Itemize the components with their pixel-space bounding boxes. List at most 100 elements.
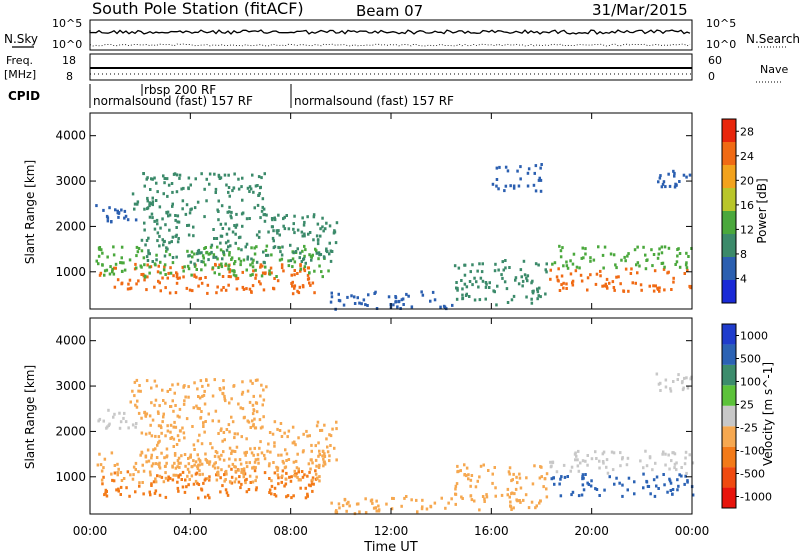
- range-gate-cell: [149, 265, 153, 269]
- colorbar-segment: [722, 119, 736, 142]
- range-gate-cell: [325, 221, 328, 225]
- range-gate-cell: [495, 166, 499, 170]
- range-gate-cell: [536, 288, 539, 292]
- range-gate-cell: [228, 457, 231, 461]
- range-gate-cell: [270, 271, 273, 275]
- range-gate-cell: [262, 398, 266, 402]
- range-gate-cell: [188, 470, 191, 474]
- cpid-program-rbsp: rbsp 200 RF: [144, 83, 216, 97]
- range-gate-cell: [345, 502, 349, 506]
- range-gate-cell: [150, 464, 154, 468]
- range-gate-cell: [249, 263, 252, 267]
- range-gate-cell: [135, 254, 138, 258]
- range-gate-cell: [229, 275, 232, 279]
- range-gate-cell: [220, 288, 223, 292]
- range-gate-cell: [158, 244, 161, 248]
- range-gate-cell: [239, 462, 243, 466]
- range-gate-cell: [150, 453, 153, 457]
- range-gate-cell: [146, 275, 149, 279]
- range-gate-cell: [598, 459, 601, 463]
- range-gate-cell: [323, 455, 327, 458]
- range-gate-cell: [233, 224, 236, 227]
- range-gate-cell: [241, 380, 244, 384]
- range-gate-cell: [175, 190, 179, 194]
- range-gate-cell: [164, 471, 167, 475]
- range-gate-cell: [581, 246, 584, 250]
- range-gate-cell: [584, 459, 587, 463]
- range-gate-cell: [504, 266, 507, 270]
- range-gate-cell: [243, 451, 246, 455]
- range-gate-cell: [635, 263, 638, 267]
- range-gate-cell: [468, 295, 471, 298]
- range-gate-cell: [372, 506, 376, 510]
- range-gate-cell: [244, 479, 247, 483]
- range-gate-cell: [268, 462, 271, 466]
- range-gate-cell: [120, 256, 123, 260]
- range-gate-cell: [128, 278, 132, 282]
- range-gate-cell: [266, 449, 269, 453]
- range-gate-cell: [676, 254, 679, 258]
- range-gate-cell: [478, 475, 481, 479]
- range-gate-cell: [227, 275, 231, 278]
- range-gate-cell: [329, 300, 333, 304]
- range-gate-cell: [299, 264, 302, 268]
- range-gate-cell: [318, 463, 321, 467]
- range-gate-cell: [562, 281, 565, 285]
- range-gate-cell: [534, 262, 538, 266]
- colorbar-tick-label: -25: [740, 422, 758, 435]
- range-gate-cell: [574, 458, 577, 462]
- range-gate-cell: [196, 467, 200, 471]
- range-gate-cell: [154, 480, 158, 484]
- range-gate-cell: [314, 458, 318, 462]
- range-gate-cell: [200, 442, 204, 446]
- range-gate-cell: [157, 435, 161, 439]
- range-gate-cell: [216, 257, 219, 261]
- range-gate-cell: [162, 192, 165, 196]
- range-gate-cell: [171, 465, 174, 469]
- range-gate-cell: [273, 493, 276, 496]
- range-gate-cell: [148, 201, 151, 205]
- range-gate-cell: [254, 276, 257, 280]
- range-gate-cell: [581, 475, 584, 479]
- range-gate-cell: [292, 222, 295, 226]
- range-gate-cell: [139, 453, 142, 457]
- range-gate-cell: [574, 451, 577, 455]
- range-gate-cell: [273, 245, 277, 249]
- range-gate-cell: [146, 196, 149, 200]
- range-gate-cell: [101, 482, 104, 486]
- range-gate-cell: [592, 258, 596, 262]
- range-gate-cell: [143, 207, 146, 211]
- range-gate-cell: [200, 281, 204, 285]
- range-gate-cell: [242, 258, 246, 262]
- range-gate-cell: [582, 488, 586, 492]
- colorbar-frame: [721, 118, 737, 304]
- range-gate-cell: [177, 456, 181, 460]
- range-gate-cell: [642, 245, 645, 249]
- range-gate-cell: [275, 465, 278, 469]
- range-gate-cell: [291, 425, 295, 429]
- range-gate-cell: [545, 472, 549, 476]
- range-gate-cell: [187, 267, 191, 271]
- freq-unit-label: [MHz]: [4, 68, 36, 81]
- range-gate-cell: [390, 507, 394, 511]
- range-gate-cell: [335, 458, 338, 462]
- range-gate-cell: [322, 450, 325, 454]
- range-gate-cell: [623, 255, 626, 259]
- range-gate-cell: [453, 264, 457, 268]
- range-gate-cell: [146, 263, 149, 267]
- range-gate-cell: [613, 288, 616, 292]
- range-gate-cell: [246, 257, 249, 261]
- range-gate-cell: [123, 411, 126, 415]
- range-gate-cell: [545, 270, 548, 274]
- range-gate-cell: [173, 391, 176, 395]
- range-gate-cell: [608, 475, 611, 479]
- range-gate-cell: [209, 245, 213, 249]
- range-gate-cell: [164, 286, 167, 290]
- nave-label: Nave: [760, 63, 788, 76]
- range-gate-cell: [281, 245, 284, 249]
- range-gate-cell: [345, 509, 348, 513]
- range-gate-cell: [216, 471, 219, 475]
- range-gate-cell: [175, 226, 178, 229]
- range-gate-cell: [116, 209, 119, 213]
